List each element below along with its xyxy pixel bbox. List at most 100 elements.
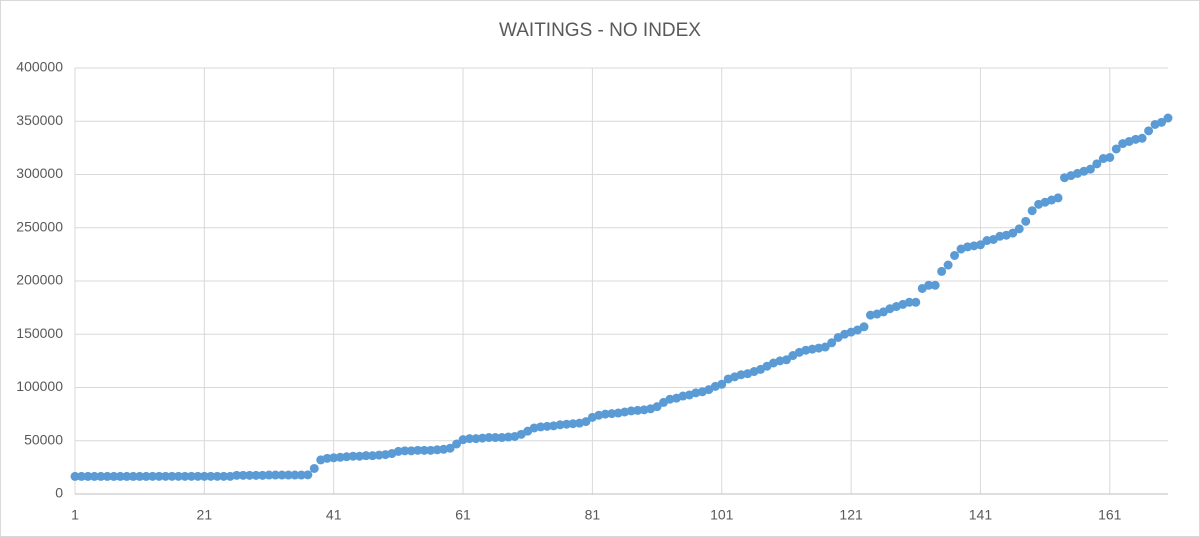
point [303, 470, 313, 480]
x-tick-label: 101 [710, 507, 734, 523]
x-tick-label: 1 [71, 507, 79, 523]
point [1008, 228, 1018, 238]
point [937, 266, 947, 276]
point [626, 406, 636, 416]
y-tick-label: 200000 [16, 272, 63, 288]
point [96, 471, 106, 481]
point [1137, 133, 1147, 143]
point [426, 445, 436, 455]
point [122, 471, 132, 481]
point [717, 379, 727, 389]
point [975, 240, 985, 250]
point [161, 471, 171, 481]
point [400, 446, 410, 456]
point [1021, 216, 1031, 226]
point [335, 452, 345, 462]
point [193, 471, 203, 481]
point [128, 471, 138, 481]
point [264, 470, 274, 480]
point [102, 471, 112, 481]
point [950, 250, 960, 260]
y-tick-label: 250000 [16, 218, 63, 234]
point [1144, 126, 1154, 136]
point [542, 421, 552, 431]
point [109, 471, 119, 481]
y-tick-label: 400000 [16, 59, 63, 75]
point [135, 471, 145, 481]
point [1014, 224, 1024, 234]
point [555, 420, 565, 430]
point [141, 471, 151, 481]
point [471, 434, 481, 444]
point [1092, 159, 1102, 169]
point [1085, 164, 1095, 174]
point [497, 433, 507, 443]
point [70, 471, 80, 481]
point [1053, 193, 1063, 203]
point [348, 451, 358, 461]
y-tick-label: 100000 [16, 378, 63, 394]
point [484, 433, 494, 443]
point [827, 338, 837, 348]
point [503, 432, 513, 442]
point [270, 470, 280, 480]
point [206, 471, 216, 481]
point [652, 402, 662, 412]
point [600, 409, 610, 419]
point [1027, 206, 1037, 216]
point [943, 260, 953, 270]
point [445, 443, 455, 453]
y-tick-label: 150000 [16, 325, 63, 341]
point [167, 471, 177, 481]
point [296, 470, 306, 480]
y-tick-label: 300000 [16, 165, 63, 181]
point [115, 471, 125, 481]
point [633, 405, 643, 415]
x-tick-label: 61 [455, 507, 471, 523]
point [368, 451, 378, 461]
point [490, 433, 500, 443]
point [342, 452, 352, 462]
point [309, 463, 319, 473]
point [219, 471, 229, 481]
point [432, 445, 442, 455]
point [89, 471, 99, 481]
point [154, 471, 164, 481]
point [859, 322, 869, 332]
point [258, 470, 268, 480]
x-tick-label: 21 [197, 507, 213, 523]
point [199, 471, 209, 481]
point [238, 470, 248, 480]
point [251, 470, 261, 480]
point [1105, 152, 1115, 162]
point [283, 470, 293, 480]
point [568, 419, 578, 429]
x-tick-label: 41 [326, 507, 342, 523]
chart-title: WAITINGS - NO INDEX [499, 20, 701, 41]
point [245, 470, 255, 480]
point [212, 471, 222, 481]
point [465, 434, 475, 444]
point [290, 470, 300, 480]
point [76, 471, 86, 481]
point [393, 446, 403, 456]
point [904, 297, 914, 307]
point [581, 417, 591, 427]
point [930, 280, 940, 290]
point [820, 342, 830, 352]
x-tick-label: 161 [1098, 507, 1122, 523]
point [180, 471, 190, 481]
point [322, 453, 332, 463]
point [361, 451, 371, 461]
point [1111, 144, 1121, 154]
point [1157, 117, 1167, 127]
point [924, 280, 934, 290]
point [355, 451, 365, 461]
x-tick-label: 141 [969, 507, 993, 523]
point [232, 470, 242, 480]
y-tick-label: 350000 [16, 112, 63, 128]
x-tick-label: 81 [585, 507, 601, 523]
point [781, 355, 791, 365]
